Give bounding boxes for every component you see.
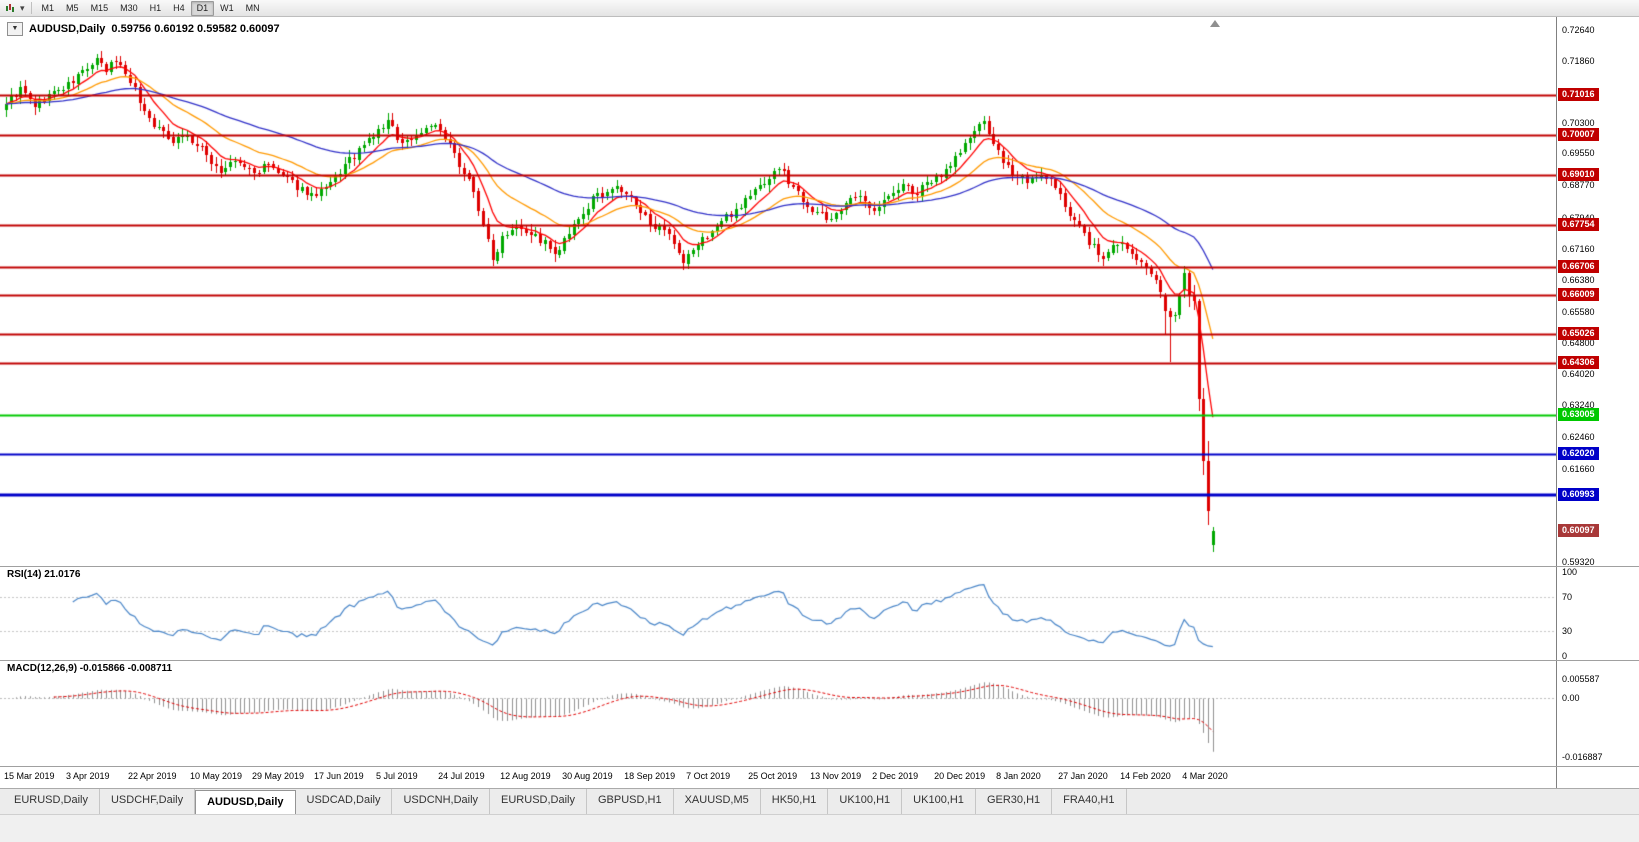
macd-axis-label: 0.005587 [1562,674,1600,684]
price-level-badge: 0.71016 [1558,87,1599,101]
chart-title: ▼ AUDUSD,Daily 0.59756 0.60192 0.59582 0… [7,22,280,36]
macd-indicator-label: MACD(12,26,9) -0.015866 -0.008711 [7,663,173,674]
current-price-badge: 0.60097 [1558,523,1599,537]
timeframe-button-w1[interactable]: W1 [220,2,234,13]
timeframe-buttons: M1 M5 M15 M30 H1 H4 D1 W1 MN [36,0,266,16]
price-tick-label: 0.65580 [1562,306,1595,317]
chart-tab-usdcnh-daily[interactable]: USDCNH,Daily [392,789,491,814]
date-label: 30 Aug 2019 [562,771,613,781]
timeframe-button-mn[interactable]: MN [245,2,260,13]
price-tick-label: 0.61660 [1562,463,1595,474]
price-tick-label: 0.63240 [1562,400,1595,411]
chart-type-dropdown-icon[interactable]: ▾ [20,3,25,13]
date-label: 24 Jul 2019 [438,771,485,781]
macd-panel-canvas[interactable] [0,661,1556,766]
panel-divider[interactable] [0,566,1639,567]
price-tick-label: 0.67940 [1562,213,1595,223]
price-tick-label: 0.68770 [1562,179,1595,190]
rsi-axis-label: 70 [1562,592,1573,603]
date-label: 2 Dec 2019 [872,771,919,781]
rsi-panel-canvas[interactable] [0,567,1556,660]
date-label: 7 Oct 2019 [686,771,731,781]
chart-tab-bar: EURUSD,Daily USDCHF,Daily AUDUSD,Daily USDC… [0,788,1639,814]
price-level-badge: 0.70007 [1558,128,1599,142]
chart-tab-xauusd-m5[interactable]: XAUUSD,M5 [674,789,761,814]
price-tick-label: 0.71860 [1562,56,1595,67]
rsi-indicator-label: RSI(14) 21.0176 [7,569,81,580]
price-level-badge: 0.63005 [1558,407,1599,421]
date-label: 4 Mar 2020 [1182,771,1228,781]
price-level-badge: 0.65026 [1558,327,1599,341]
price-axis[interactable]: 0.72640 0.71860 0.70300 0.69550 0.68770 0.679… [1556,17,1639,788]
date-label: 29 May 2019 [252,771,305,781]
price-level-badge: 0.66009 [1558,287,1599,301]
timeframe-toolbar: ▾ M1 M5 M15 M30 H1 H4 D1 W1 MN [0,0,1639,17]
price-tick-label: 0.64800 [1562,338,1595,349]
timeframe-button-m1[interactable]: M1 [41,2,55,13]
chart-tab-hk50-h1[interactable]: HK50,H1 [761,789,829,814]
price-tick-label: 0.66380 [1562,275,1595,286]
rsi-axis-label: 30 [1562,625,1573,636]
macd-axis-label: 0.00 [1562,693,1580,704]
time-axis[interactable]: 15 Mar 2019 3 Apr 2019 22 Apr 2019 10 May 2… [0,767,1556,788]
date-label: 22 Apr 2019 [128,771,177,781]
price-level-badge: 0.64306 [1558,355,1599,369]
price-level-badge: 0.69010 [1558,167,1599,181]
chart-tab-uk100-h1[interactable]: UK100,H1 [902,789,976,814]
price-tick-label: 0.70300 [1562,118,1595,129]
chart-tab-ger30-h1[interactable]: GER30,H1 [976,789,1053,814]
rsi-axis-label: 100 [1562,567,1578,577]
timeframe-button-m5[interactable]: M5 [66,2,79,13]
rsi-axis-label: 0 [1562,651,1568,661]
price-tick-label: 0.62460 [1562,431,1595,442]
date-label: 18 Sep 2019 [624,771,676,781]
chart-symbol-title: AUDUSD,Daily [29,23,106,35]
chart-tab-eurusd-daily[interactable]: EURUSD,Daily [490,789,587,814]
chart-tab-uk100-h1[interactable]: UK100,H1 [828,789,903,814]
toolbar-separator [30,2,32,14]
date-label: 25 Oct 2019 [748,771,798,781]
date-label: 15 Mar 2019 [4,771,55,781]
price-tick-label: 0.59320 [1562,557,1595,567]
panel-divider[interactable] [0,660,1639,661]
price-tick-label: 0.67160 [1562,243,1595,254]
date-label: 27 Jan 2020 [1058,771,1108,781]
chart-tab-fra40-h1[interactable]: FRA40,H1 [1052,789,1127,814]
price-level-badge: 0.60993 [1558,488,1599,502]
date-label: 12 Aug 2019 [500,771,551,781]
panel-divider [0,766,1639,767]
macd-axis-label: -0.016887 [1562,752,1603,762]
price-tick-label: 0.64020 [1562,369,1595,380]
chart-type-icon[interactable] [5,1,16,15]
status-bar [0,814,1639,842]
ohlc-toggle-icon[interactable]: ▼ [7,22,23,36]
price-tick-label: 0.69550 [1562,148,1595,159]
date-label: 5 Jul 2019 [376,771,418,781]
date-label: 10 May 2019 [190,771,243,781]
date-label: 13 Nov 2019 [810,771,862,781]
date-label: 3 Apr 2019 [66,771,110,781]
date-label: 14 Feb 2020 [1120,771,1171,781]
chart-tab-audusd-daily[interactable]: AUDUSD,Daily [195,790,296,814]
timeframe-button-m30[interactable]: M30 [120,2,138,13]
timeframe-button-d1[interactable]: D1 [190,0,215,16]
price-level-badge: 0.67754 [1558,218,1599,232]
price-tick-label: 0.72640 [1562,25,1595,35]
price-level-badge: 0.62020 [1558,447,1599,461]
date-label: 17 Jun 2019 [314,771,364,781]
chart-shift-marker[interactable] [1210,20,1220,27]
timeframe-button-h1[interactable]: H1 [149,2,162,13]
chart-tab-eurusd-daily[interactable]: EURUSD,Daily [3,789,100,814]
timeframe-button-h4[interactable]: H4 [173,2,185,13]
price-level-badge: 0.66706 [1558,260,1599,273]
main-chart-canvas[interactable] [0,17,1556,566]
chart-tab-usdchf-daily[interactable]: USDCHF,Daily [100,789,196,814]
timeframe-button-m15[interactable]: M15 [90,2,109,13]
date-label: 8 Jan 2020 [996,771,1041,781]
date-label: 20 Dec 2019 [934,771,986,781]
chart-ohlc-values: 0.59756 0.60192 0.59582 0.60097 [111,23,280,35]
chart-tab-gbpusd-h1[interactable]: GBPUSD,H1 [587,789,674,814]
chart-tab-usdcad-daily[interactable]: USDCAD,Daily [296,789,393,814]
